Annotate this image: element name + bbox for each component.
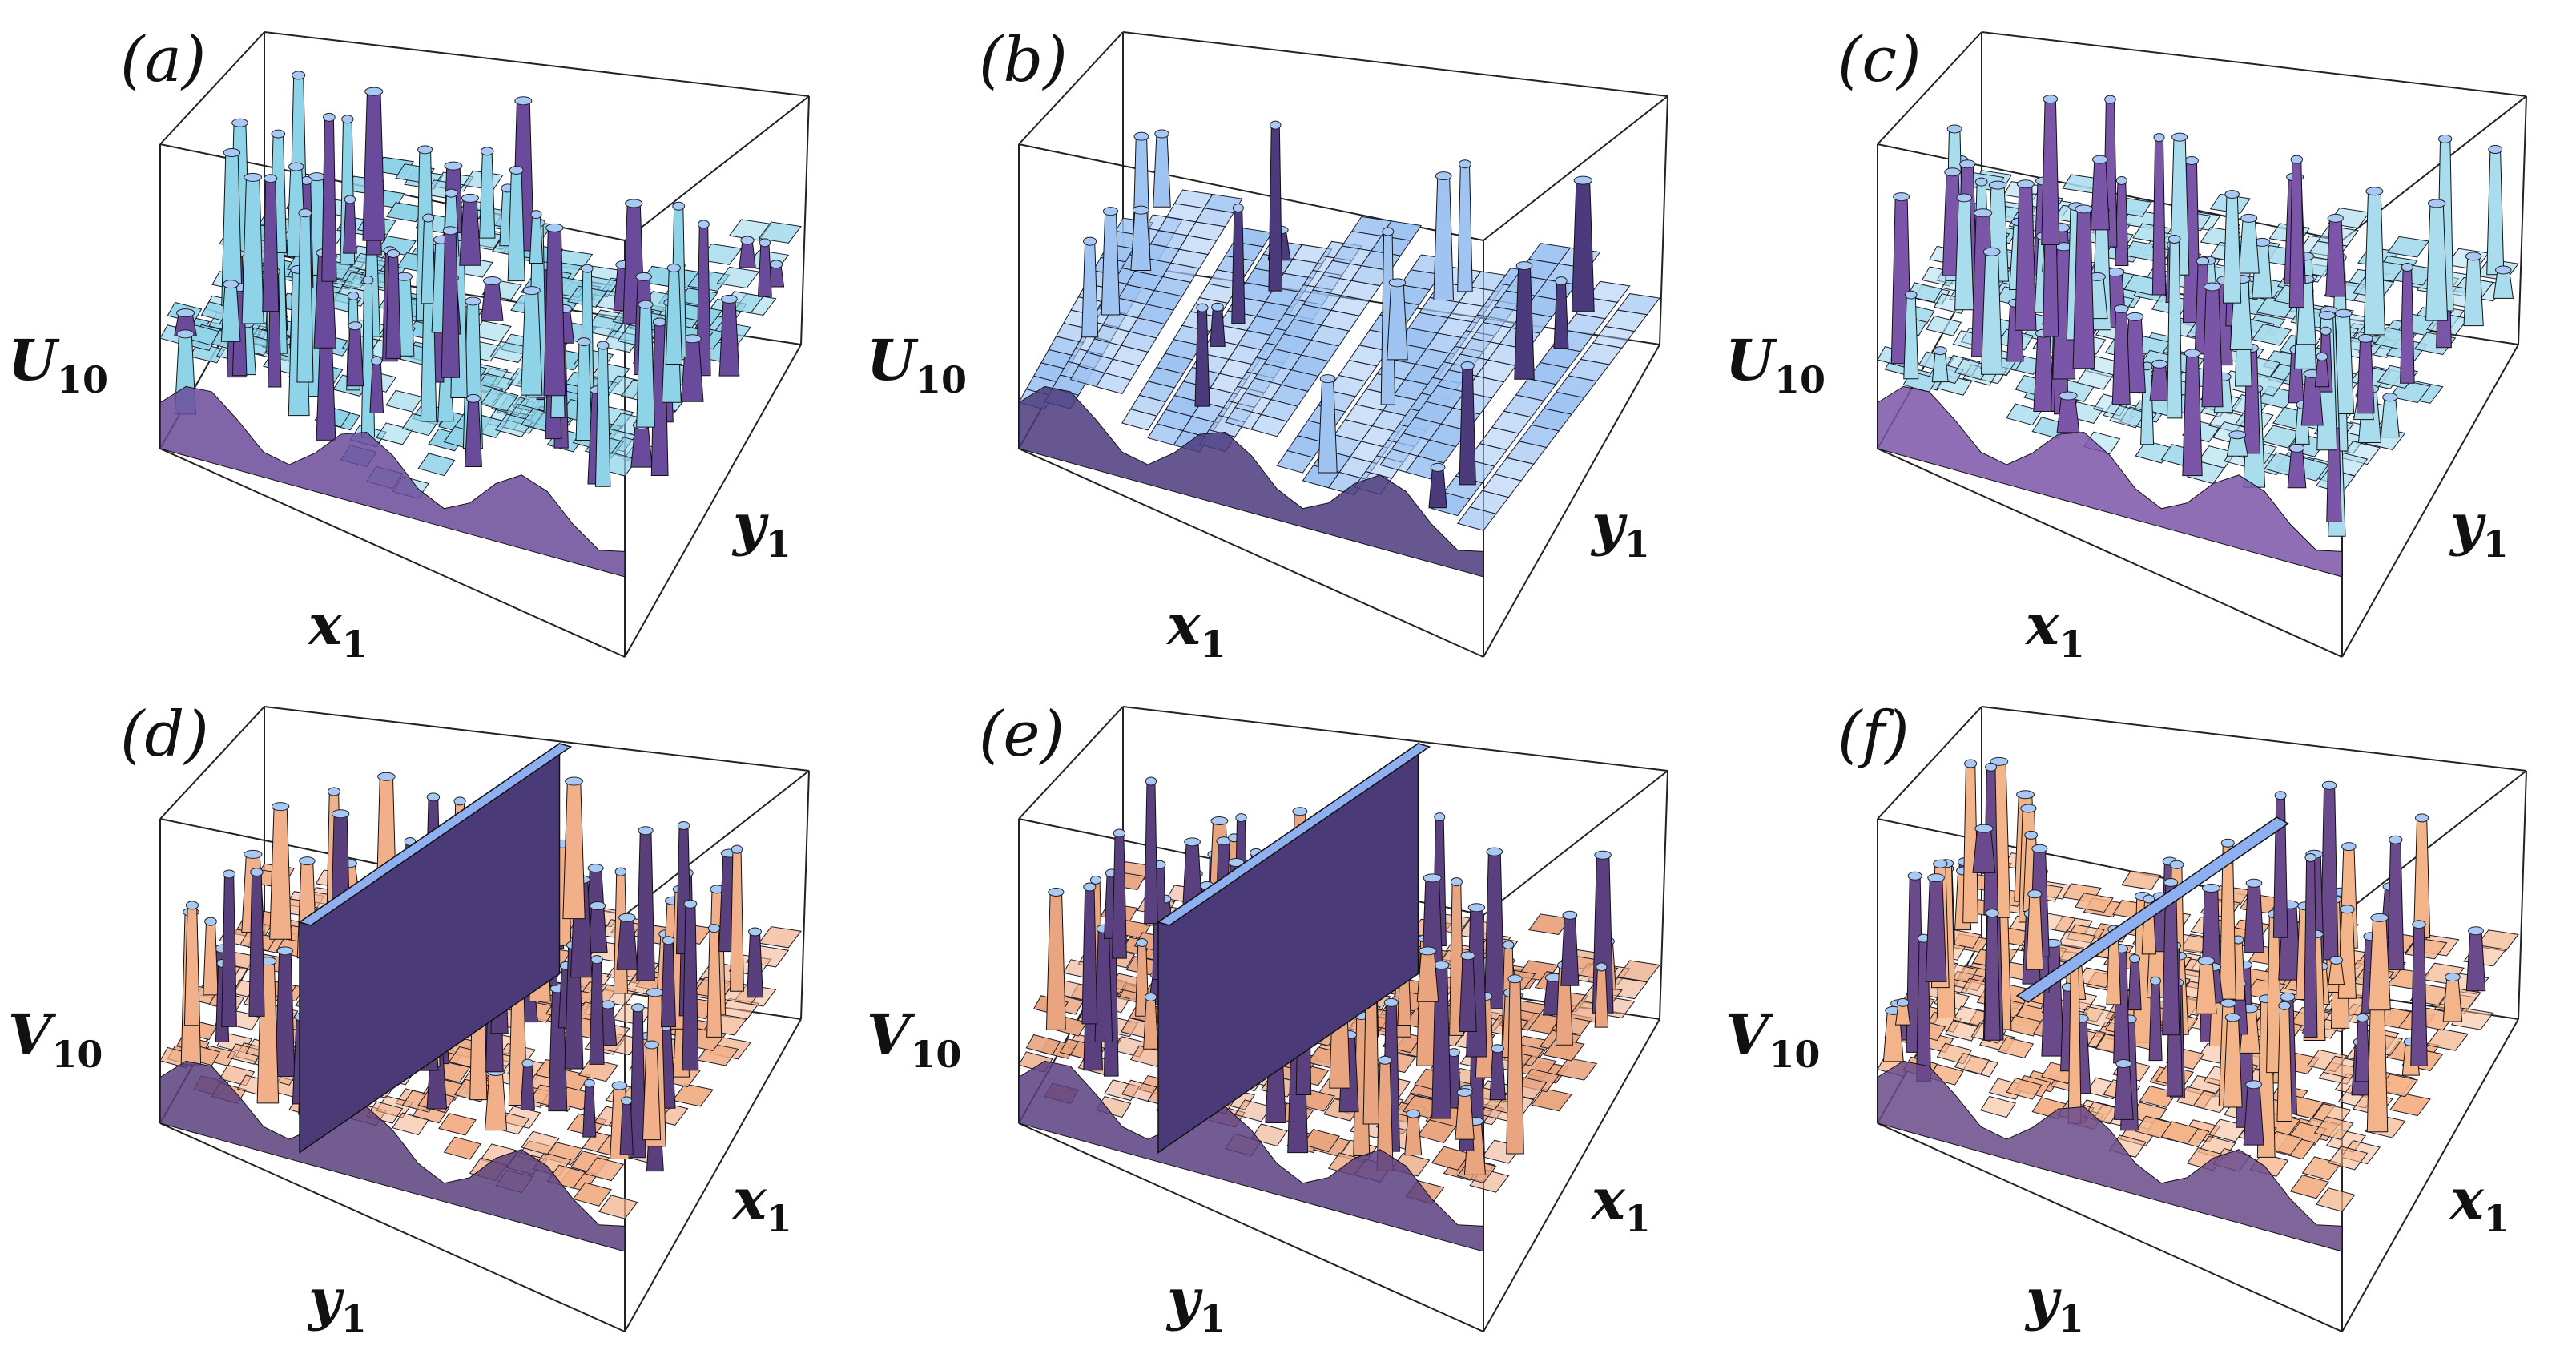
bottom-axis-label-symbol: y bbox=[2026, 1266, 2059, 1332]
surface bbox=[1877, 756, 2519, 1252]
z-axis-label-symbol: U bbox=[867, 327, 916, 393]
panel-e: (e) V10 x1 y1 bbox=[859, 675, 1717, 1349]
panel-b: (b) U10 y1 x1 bbox=[859, 0, 1717, 675]
right-axis-label-subscript: 1 bbox=[2483, 1197, 2510, 1240]
surface bbox=[1018, 120, 1660, 578]
right-axis-label: y1 bbox=[2450, 497, 2509, 563]
right-axis-label-symbol: x bbox=[733, 1166, 767, 1232]
bottom-axis-label-subscript: 1 bbox=[1200, 623, 1226, 666]
right-axis-label-symbol: y bbox=[2450, 491, 2483, 558]
panel-label-d: (d) bbox=[120, 699, 209, 771]
panel-label-a: (a) bbox=[120, 24, 207, 96]
right-axis-label: y1 bbox=[1592, 497, 1650, 563]
right-axis-label: x1 bbox=[1592, 1171, 1651, 1238]
surface-plot-b bbox=[1018, 31, 1668, 658]
bottom-axis-label: y1 bbox=[1167, 1271, 1226, 1338]
z-axis-label-symbol: U bbox=[8, 327, 58, 393]
surface-plot-f bbox=[1877, 706, 2527, 1332]
bottom-axis-label-symbol: y bbox=[1167, 1266, 1200, 1332]
right-axis-label-subscript: 1 bbox=[766, 1197, 792, 1240]
panel-label-b: (b) bbox=[979, 24, 1068, 96]
bottom-axis-label: x1 bbox=[308, 597, 368, 663]
bottom-axis-label: y1 bbox=[2026, 1271, 2084, 1338]
z-axis-label-symbol: U bbox=[1725, 327, 1775, 393]
z-axis-label-subscript: 10 bbox=[1769, 1033, 1821, 1076]
z-axis-label: U10 bbox=[8, 332, 108, 399]
right-axis-label-subscript: 1 bbox=[1624, 1197, 1651, 1240]
panel-a: (a) U10 y1 x1 bbox=[0, 0, 859, 675]
bottom-axis-label-subscript: 1 bbox=[1199, 1297, 1226, 1340]
z-axis-label-symbol: V bbox=[8, 1001, 52, 1068]
z-axis-label: V10 bbox=[8, 1007, 103, 1074]
surface bbox=[159, 71, 802, 578]
z-axis-label-subscript: 10 bbox=[57, 358, 109, 401]
panel-label-c: (c) bbox=[1837, 24, 1922, 96]
bottom-axis-label-subscript: 1 bbox=[2059, 623, 2085, 666]
wall bbox=[2015, 816, 2289, 1003]
z-axis-label-symbol: V bbox=[1725, 1001, 1769, 1068]
z-axis-label: V10 bbox=[1725, 1007, 1820, 1074]
bottom-axis-label-subscript: 1 bbox=[341, 623, 368, 666]
right-axis-label-symbol: x bbox=[1592, 1166, 1625, 1232]
right-axis-label: y1 bbox=[733, 497, 791, 563]
z-axis-label-subscript: 10 bbox=[51, 1033, 103, 1076]
bottom-axis-label-symbol: x bbox=[2026, 591, 2059, 658]
wall bbox=[298, 742, 573, 1154]
z-axis-label-subscript: 10 bbox=[910, 1033, 962, 1076]
bottom-axis-label-subscript: 1 bbox=[340, 1297, 367, 1340]
bottom-axis-label-symbol: y bbox=[308, 1266, 341, 1332]
z-axis-label: V10 bbox=[867, 1007, 961, 1074]
wall bbox=[1157, 742, 1431, 1154]
bottom-axis-label-subscript: 1 bbox=[2058, 1297, 2084, 1340]
panel-c: (c) U10 y1 x1 bbox=[1717, 0, 2576, 675]
right-axis-label-symbol: y bbox=[733, 491, 766, 558]
surface-plot-d bbox=[159, 706, 810, 1332]
right-axis-label: x1 bbox=[733, 1171, 792, 1238]
right-axis-label-subscript: 1 bbox=[2482, 522, 2509, 566]
right-axis-label-subscript: 1 bbox=[1624, 522, 1650, 566]
panel-label-e: (e) bbox=[979, 699, 1065, 771]
surface bbox=[1877, 95, 2519, 578]
panel-label-f: (f) bbox=[1837, 699, 1910, 771]
z-axis-label-subscript: 10 bbox=[916, 358, 968, 401]
right-axis-label: x1 bbox=[2450, 1171, 2510, 1238]
bottom-axis-label: x1 bbox=[1167, 597, 1226, 663]
z-axis-label: U10 bbox=[867, 332, 967, 399]
surface-plot-e bbox=[1018, 706, 1668, 1332]
bottom-axis-label: x1 bbox=[2026, 597, 2085, 663]
surface-plot-a bbox=[159, 31, 810, 658]
z-axis-label: U10 bbox=[1725, 332, 1825, 399]
bottom-axis-label-symbol: x bbox=[308, 591, 342, 658]
surface-plot-c bbox=[1877, 31, 2527, 658]
bottom-axis-label: y1 bbox=[308, 1271, 367, 1338]
panel-d: (d) V10 x1 y1 bbox=[0, 675, 859, 1349]
right-axis-label-symbol: x bbox=[2450, 1166, 2484, 1232]
z-axis-label-subscript: 10 bbox=[1774, 358, 1826, 401]
z-axis-label-symbol: V bbox=[867, 1001, 911, 1068]
right-axis-label-symbol: y bbox=[1592, 491, 1624, 558]
right-axis-label-subscript: 1 bbox=[765, 522, 791, 566]
panel-f: (f) V10 x1 y1 bbox=[1717, 675, 2576, 1349]
bottom-axis-label-symbol: x bbox=[1167, 591, 1201, 658]
